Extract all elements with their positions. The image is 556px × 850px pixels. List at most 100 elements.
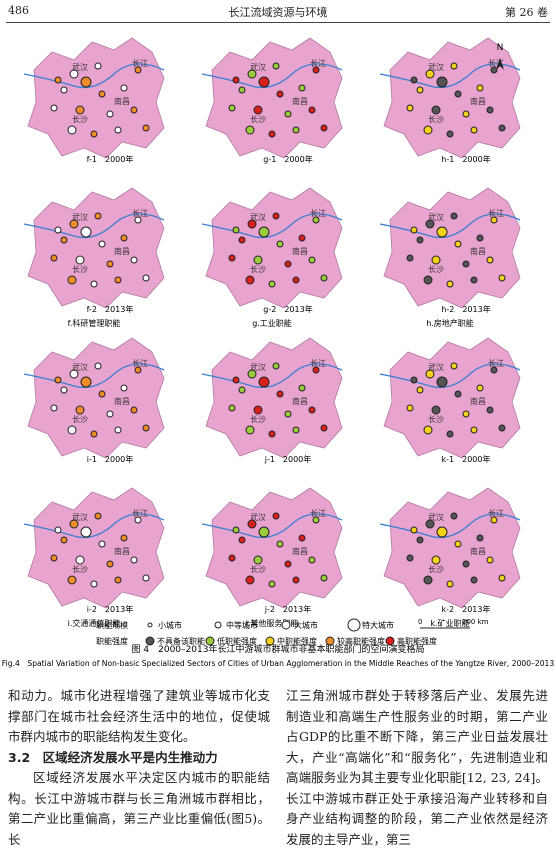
legend-symbol <box>281 620 291 630</box>
city-dot <box>130 256 138 264</box>
city-dot <box>298 234 306 242</box>
city-dot <box>490 516 498 524</box>
place-name: 长江 <box>488 508 504 518</box>
city-dot <box>416 536 424 544</box>
city-dot <box>90 580 98 588</box>
city-dot <box>90 430 98 438</box>
panel-caption: f.科研管理职能 <box>68 318 121 328</box>
place-name: 长江 <box>488 208 504 218</box>
place-name: 武汉 <box>428 512 444 522</box>
city-dot <box>410 376 418 384</box>
city-dot <box>50 554 58 562</box>
place-name: 武汉 <box>72 212 88 222</box>
north-arrow <box>496 58 504 70</box>
city-dot <box>238 236 246 244</box>
city-dot <box>284 110 292 118</box>
city-dot <box>120 384 128 392</box>
panel-label: g-2 2013年 <box>263 304 312 314</box>
city-dot <box>272 212 280 220</box>
city-dot <box>431 555 441 565</box>
place-name: 长江 <box>132 358 148 368</box>
city-dot <box>253 105 263 115</box>
panel-caption: g.工业职能 <box>252 318 292 328</box>
city-dot <box>80 76 92 88</box>
place-name: 武汉 <box>72 362 88 372</box>
city-dot <box>130 406 138 414</box>
city-dot <box>245 125 255 135</box>
city-dot <box>470 276 478 284</box>
place-name: 武汉 <box>250 362 266 372</box>
city-dot <box>232 76 240 84</box>
place-name: 长沙 <box>428 114 444 124</box>
city-dot <box>454 540 462 548</box>
city-dot <box>410 526 418 534</box>
city-dot <box>436 376 448 388</box>
city-dot <box>54 526 62 534</box>
city-dot <box>272 512 280 520</box>
place-name: 长江 <box>310 508 326 518</box>
city-dot <box>423 275 433 285</box>
city-dot <box>450 212 458 220</box>
city-dot <box>476 84 484 92</box>
region-map <box>205 337 343 459</box>
city-dot <box>410 226 418 234</box>
city-dot <box>292 576 300 584</box>
panel-label: k-1 2000年 <box>442 454 491 464</box>
city-dot <box>320 274 328 282</box>
city-dot <box>298 384 306 392</box>
city-dot <box>308 256 316 264</box>
region-map <box>27 187 165 309</box>
panel-caption: h.房地产职能 <box>426 318 474 328</box>
city-dot <box>272 62 280 70</box>
city-dot <box>476 534 484 542</box>
city-dot <box>276 390 284 398</box>
city-dot <box>60 536 68 544</box>
city-dot <box>423 575 433 585</box>
city-dot <box>54 76 62 84</box>
city-dot <box>486 556 494 564</box>
city-dot <box>75 255 85 265</box>
city-dot <box>60 236 68 244</box>
place-name: 武汉 <box>72 512 88 522</box>
city-dot <box>320 574 328 582</box>
city-dot <box>142 124 150 132</box>
city-dot <box>114 576 122 584</box>
city-dot <box>498 574 506 582</box>
place-name: 长沙 <box>250 564 266 574</box>
city-dot <box>308 556 316 564</box>
city-dot <box>258 76 270 88</box>
city-dot <box>312 516 320 524</box>
city-dot <box>476 384 484 392</box>
city-dot <box>292 426 300 434</box>
place-name: 武汉 <box>250 212 266 222</box>
place-name: 南昌 <box>470 96 486 106</box>
city-dot <box>80 226 92 238</box>
region-map <box>383 187 521 309</box>
city-dot <box>312 66 320 74</box>
panel-label: j-1 2000年 <box>264 454 312 464</box>
city-dot <box>450 62 458 70</box>
city-dot <box>228 104 236 112</box>
city-dot <box>498 424 506 432</box>
page-number: 486 <box>8 4 29 17</box>
legend-title: 职能强度 <box>96 636 128 646</box>
legend-label: 特大城市 <box>362 620 394 630</box>
city-dot <box>67 125 77 135</box>
city-dot <box>247 219 257 229</box>
city-dot <box>69 519 79 529</box>
city-dot <box>470 426 478 434</box>
city-dot <box>142 424 150 432</box>
city-dot <box>253 255 263 265</box>
city-dot <box>416 386 424 394</box>
place-name: 长江 <box>310 358 326 368</box>
city-dot <box>120 234 128 242</box>
legend-label: 较高职能强度 <box>337 636 385 646</box>
place-name: 南昌 <box>470 546 486 556</box>
city-dot <box>284 410 292 418</box>
city-dot <box>268 580 276 588</box>
legend-label: 中职能强度 <box>277 636 317 646</box>
city-dot <box>431 105 441 115</box>
